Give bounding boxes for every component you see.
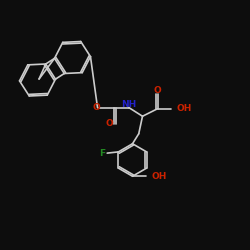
Text: OH: OH — [177, 104, 192, 113]
Text: NH: NH — [121, 100, 136, 109]
Text: F: F — [100, 148, 106, 158]
Text: O: O — [106, 119, 113, 128]
Text: O: O — [154, 86, 162, 95]
Text: O: O — [92, 102, 100, 112]
Text: OH: OH — [151, 172, 166, 181]
